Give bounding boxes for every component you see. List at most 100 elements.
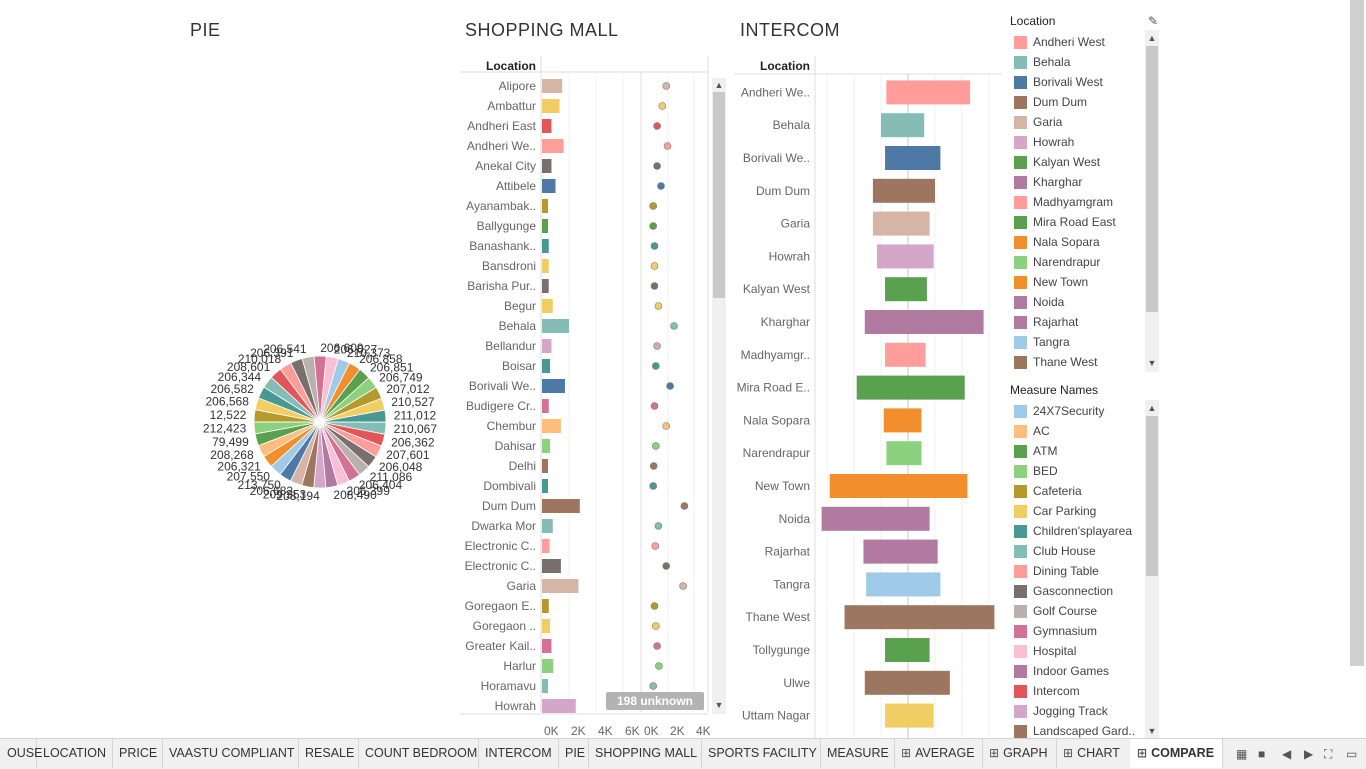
location-legend-item[interactable]: New Town: [1010, 272, 1160, 292]
intercom-bar[interactable]: [864, 670, 950, 695]
mall-dot[interactable]: [652, 442, 660, 450]
page-scrollbar[interactable]: [1350, 0, 1364, 666]
mall-bar[interactable]: [542, 279, 549, 293]
mall-bar[interactable]: [542, 619, 551, 633]
intercom-bar[interactable]: [821, 506, 930, 531]
measure-legend-item[interactable]: Dining Table: [1010, 561, 1160, 581]
intercom-bar[interactable]: [872, 211, 930, 236]
intercom-chart[interactable]: Location Andheri We.. Behala Borivali We.. D…: [730, 52, 1005, 742]
intercom-bar[interactable]: [886, 441, 922, 466]
location-legend-item[interactable]: Madhyamgram: [1010, 192, 1160, 212]
measure-legend-item[interactable]: ATM: [1010, 441, 1160, 461]
mall-dot[interactable]: [663, 142, 672, 150]
mall-dot[interactable]: [649, 482, 657, 490]
mall-dot[interactable]: [649, 202, 657, 210]
intercom-bar[interactable]: [885, 342, 926, 367]
mall-bar[interactable]: [542, 639, 552, 653]
mall-bar[interactable]: [542, 339, 552, 353]
mall-dot[interactable]: [649, 462, 658, 470]
mall-bar[interactable]: [542, 419, 561, 433]
mall-bar[interactable]: [542, 579, 579, 593]
tab-grid-icon[interactable]: ▦: [1236, 747, 1248, 761]
sheet-tab[interactable]: ⊞ COMPARE: [1130, 739, 1223, 768]
mall-dot[interactable]: [650, 602, 659, 610]
tab-sheet-icon[interactable]: ■: [1258, 747, 1266, 761]
intercom-bar[interactable]: [876, 244, 934, 269]
sheet-tab[interactable]: ⊞ AVERAGE: [894, 739, 983, 768]
mall-scroll-thumb[interactable]: [713, 92, 725, 298]
measure-legend-item[interactable]: Club House: [1010, 541, 1160, 561]
location-legend-item[interactable]: Behala: [1010, 52, 1160, 72]
measure-legend-item[interactable]: 24X7Security: [1010, 401, 1160, 421]
tab-prev-icon[interactable]: ◀: [1282, 747, 1292, 761]
intercom-bar[interactable]: [872, 178, 935, 203]
measure-legend-item[interactable]: BED: [1010, 461, 1160, 481]
mall-bar[interactable]: [542, 359, 551, 373]
intercom-bar[interactable]: [844, 605, 995, 630]
measure-legend-item[interactable]: Cafeteria: [1010, 481, 1160, 501]
mall-dot[interactable]: [679, 582, 687, 590]
measure-legend-item[interactable]: Children'splayarea: [1010, 521, 1160, 541]
mall-bar[interactable]: [542, 319, 569, 333]
mall-dot[interactable]: [662, 422, 670, 430]
mall-bar[interactable]: [542, 479, 548, 493]
mall-bar[interactable]: [542, 679, 548, 693]
location-legend-item[interactable]: Kalyan West: [1010, 152, 1160, 172]
mall-dot[interactable]: [651, 542, 660, 550]
location-legend-item[interactable]: Nala Sopara: [1010, 232, 1160, 252]
sheet-tab[interactable]: PIE: [558, 739, 589, 768]
fullscreen-icon[interactable]: ⛶: [1324, 747, 1333, 761]
measure-legend-item[interactable]: Intercom: [1010, 681, 1160, 701]
mall-bar[interactable]: [542, 219, 548, 233]
measure-legend-item[interactable]: Jogging Track: [1010, 701, 1160, 721]
mall-dot[interactable]: [670, 322, 678, 330]
mall-dot[interactable]: [655, 662, 663, 670]
intercom-bar[interactable]: [885, 638, 930, 662]
location-legend-up-icon[interactable]: ▲: [1147, 33, 1157, 43]
location-legend-item[interactable]: Noida: [1010, 292, 1160, 312]
sheet-tab[interactable]: INTERCOM: [478, 739, 559, 768]
intercom-bar[interactable]: [883, 408, 922, 433]
measure-legend-item[interactable]: Gasconnection: [1010, 581, 1160, 601]
sheet-tab[interactable]: ⊞ CHART: [1056, 739, 1131, 768]
location-legend-item[interactable]: Thane West: [1010, 352, 1160, 372]
mall-dot[interactable]: [654, 522, 663, 530]
mall-dot[interactable]: [662, 82, 670, 90]
mall-bar[interactable]: [542, 439, 551, 453]
mall-dot[interactable]: [652, 622, 660, 630]
measure-legend-up-icon[interactable]: ▲: [1147, 403, 1157, 413]
location-legend-item[interactable]: Narendrapur: [1010, 252, 1160, 272]
intercom-bar[interactable]: [885, 703, 934, 728]
mall-dot[interactable]: [653, 642, 661, 650]
mall-dot[interactable]: [658, 102, 667, 110]
measure-legend-item[interactable]: Car Parking: [1010, 501, 1160, 521]
mall-bar[interactable]: [542, 379, 565, 393]
intercom-bar[interactable]: [885, 277, 927, 302]
shopping-mall-chart[interactable]: Location Alipore Ambattur Andheri East Andhe…: [458, 52, 728, 742]
sheet-tab[interactable]: VAASTU COMPLIANT: [162, 739, 299, 768]
sheet-tab[interactable]: MEASURE: [820, 739, 895, 768]
location-legend-item[interactable]: Mira Road East: [1010, 212, 1160, 232]
location-legend-scroll-thumb[interactable]: [1146, 46, 1158, 312]
location-legend-item[interactable]: Rajarhat: [1010, 312, 1160, 332]
mall-scroll-down-icon[interactable]: ▼: [714, 700, 724, 710]
sheet-tab[interactable]: SHOPPING MALL: [588, 739, 702, 768]
location-legend-item[interactable]: Andheri West: [1010, 32, 1160, 52]
mall-dot[interactable]: [653, 122, 661, 130]
location-legend-item[interactable]: Borivali West: [1010, 72, 1160, 92]
mall-dot[interactable]: [650, 262, 659, 270]
sheet-tab[interactable]: ⊞ GRAPH: [982, 739, 1057, 768]
sheet-tab[interactable]: LOCATION: [36, 739, 113, 768]
measure-legend-scrollbar[interactable]: [1145, 400, 1159, 738]
intercom-bar[interactable]: [864, 310, 984, 334]
measure-legend-down-icon[interactable]: ▼: [1147, 726, 1157, 736]
mall-bar[interactable]: [542, 459, 548, 473]
location-legend-item[interactable]: Dum Dum: [1010, 92, 1160, 112]
mall-bar[interactable]: [542, 299, 553, 313]
mall-dot[interactable]: [662, 562, 670, 570]
mall-bar[interactable]: [542, 519, 553, 533]
mall-dot[interactable]: [649, 222, 657, 230]
mall-bar[interactable]: [542, 599, 549, 613]
mall-bar[interactable]: [542, 79, 563, 93]
location-legend-item[interactable]: Tangra: [1010, 332, 1160, 352]
